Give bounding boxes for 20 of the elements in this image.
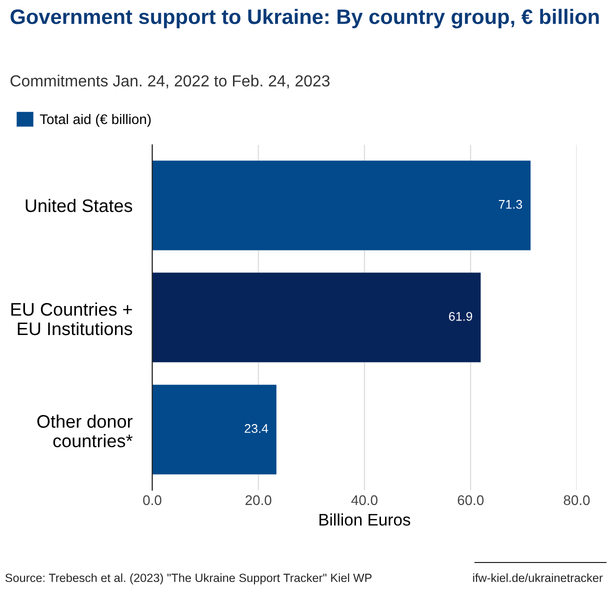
- x-axis-title: Billion Euros: [320, 513, 410, 526]
- bar: [152, 160, 531, 250]
- y-tick-label: EU Countries + EU Institutions: [11, 302, 132, 336]
- bar: [152, 272, 481, 362]
- bar: [152, 384, 276, 474]
- x-tick-label: 40.0: [351, 495, 378, 506]
- data-label: 23.4: [244, 424, 268, 433]
- legend-label: Total aid (€ billion): [40, 114, 151, 127]
- chart-title: Government support to Ukraine: By country group, € billion: [10, 8, 599, 28]
- data-label: 71.3: [498, 200, 522, 209]
- y-tick-label: Other donor countries*: [37, 414, 133, 448]
- data-label: 61.9: [449, 312, 472, 321]
- x-tick-label: 80.0: [564, 495, 590, 506]
- chart-subtitle: Commitments Jan. 24, 2022 to Feb. 24, 2023: [10, 74, 330, 88]
- x-tick-label: 0.0: [143, 495, 162, 506]
- y-tick-label: United States: [26, 198, 132, 212]
- x-tick-label: 20.0: [246, 495, 272, 506]
- text: ifw-kiel.de/ukrainetracker: [473, 573, 603, 582]
- source-note: Source: Trebesch et al. (2023) "The Ukraine Support Tracker" Kiel WP: [5, 573, 372, 584]
- x-tick-label: 60.0: [458, 495, 484, 506]
